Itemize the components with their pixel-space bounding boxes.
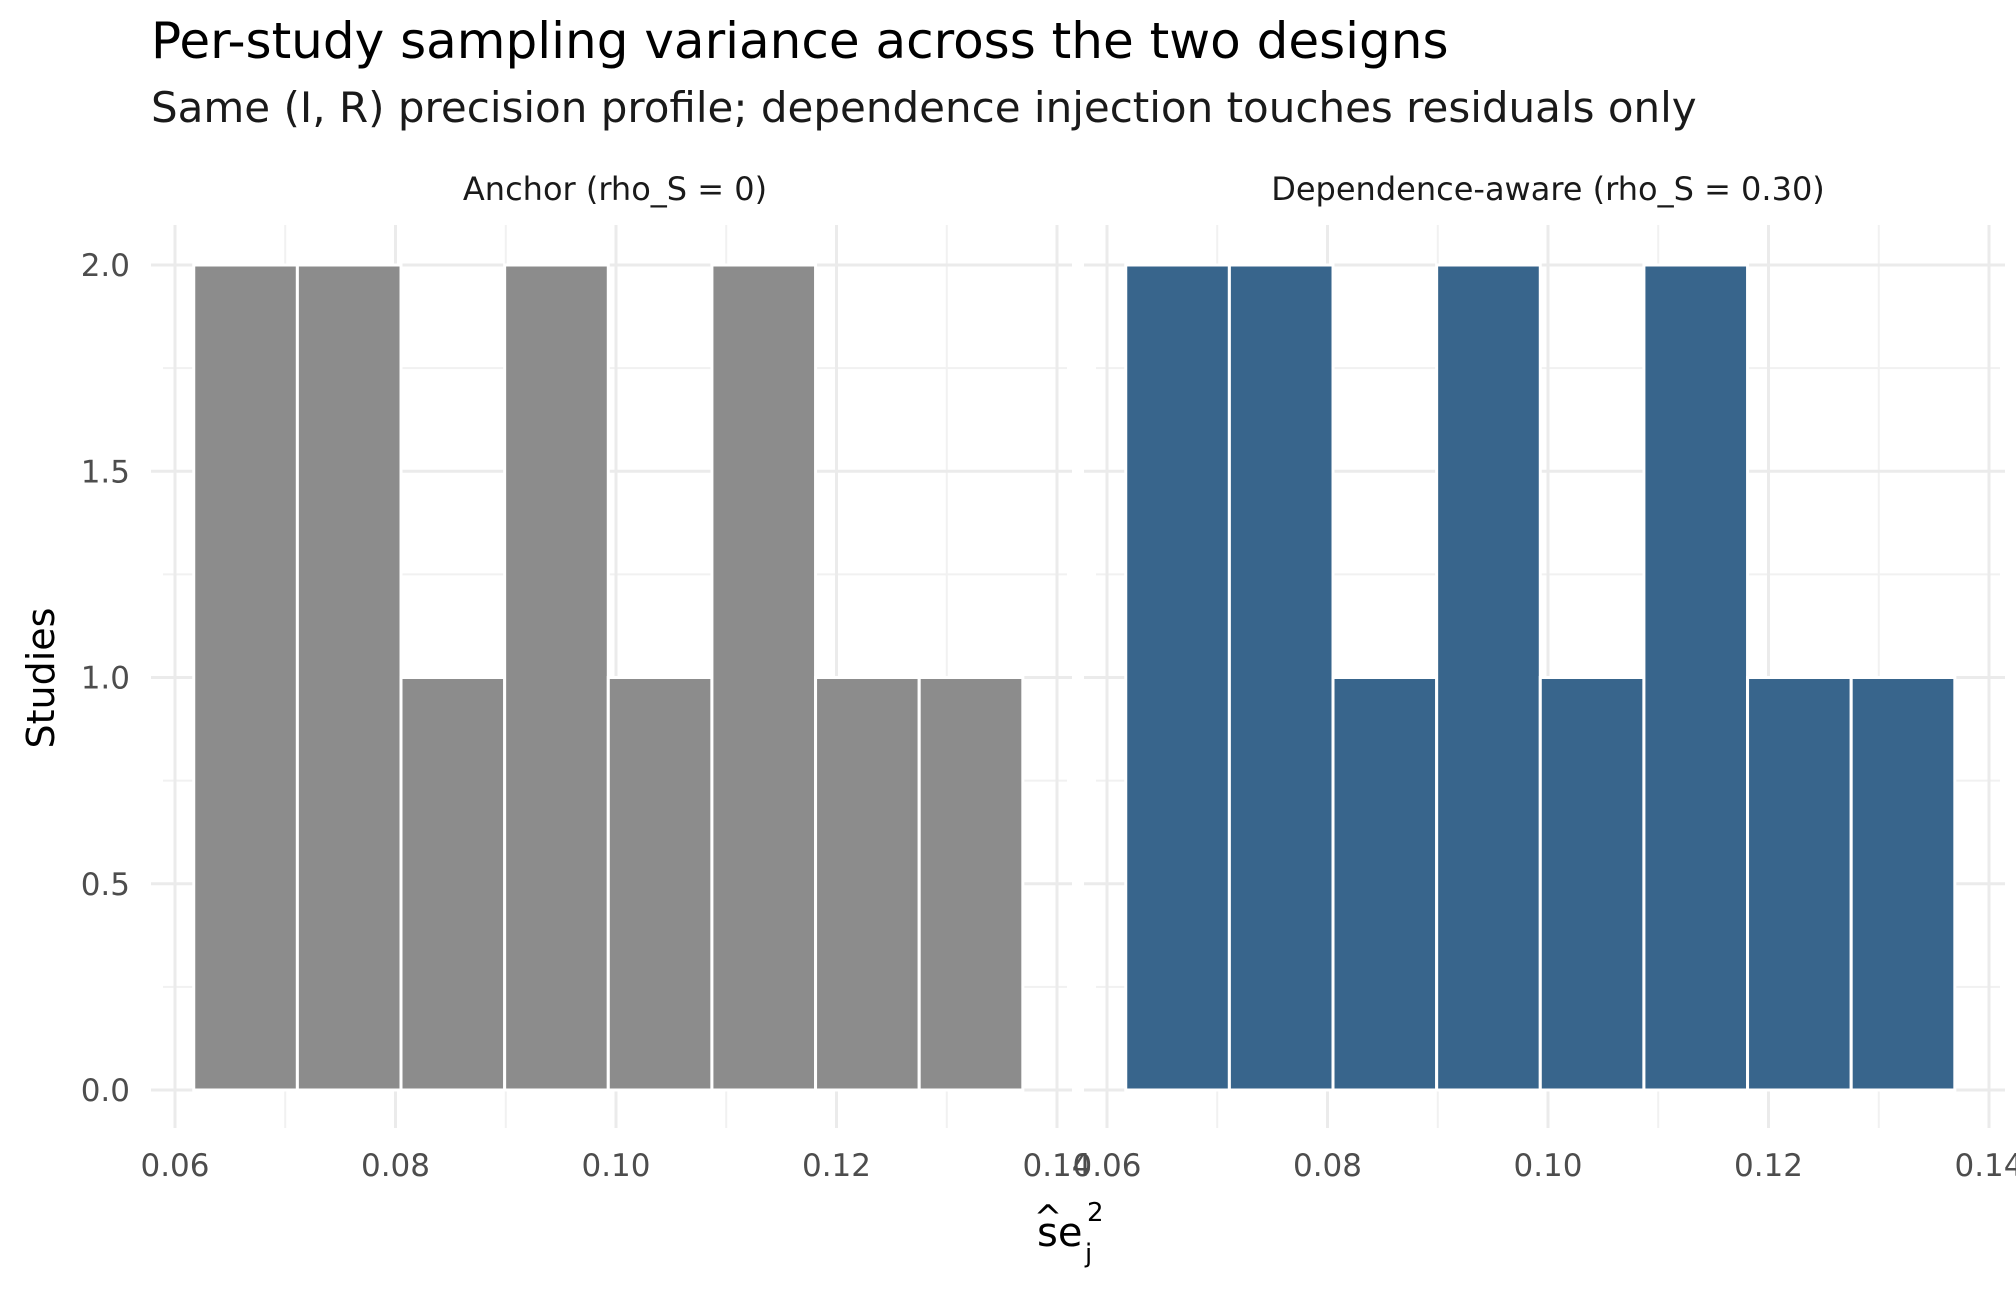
x-axis-label-base: se <box>1037 1210 1082 1256</box>
histogram-bar <box>1331 676 1439 1092</box>
histogram-bar <box>1746 676 1853 1092</box>
histogram-bar <box>503 263 610 1092</box>
panel-2: Dependence-aware (rho_S = 0.30) 0.06 0.08 0… <box>1072 170 2016 1184</box>
panels-layer: Anchor (rho_S = 0)0.06 0.08 0.10 0.12 0.140.… <box>81 170 2016 1184</box>
x-tick-label: 0.12 <box>1734 1148 1803 1184</box>
histogram-bar <box>1538 676 1646 1092</box>
chart-subtitle: Same (I, R) precision profile; dependenc… <box>151 83 1697 132</box>
x-tick-label: 0.14 <box>1954 1148 2016 1184</box>
x-axis-label-subscript: j <box>1084 1239 1092 1269</box>
histogram-bar <box>917 676 1025 1092</box>
y-tick-label: 1.0 <box>81 661 130 697</box>
x-tick-label: 0.10 <box>1513 1148 1582 1184</box>
histogram-bar <box>606 676 714 1092</box>
y-axis-label: Studies <box>19 608 63 749</box>
panel-1: Anchor (rho_S = 0) 0.06 0.08 0.10 0.12 0.14 0.… <box>81 170 1092 1184</box>
histogram-bar <box>1435 263 1542 1092</box>
x-tick-label: 0.08 <box>1293 1148 1362 1184</box>
histogram-bar <box>1849 676 1957 1092</box>
x-tick-label: 0.06 <box>140 1148 209 1184</box>
histogram-bar <box>1227 263 1335 1092</box>
histogram-bar <box>1124 263 1231 1092</box>
x-axis-label-hat: ^ <box>1034 1198 1063 1238</box>
x-tick-label: 0.12 <box>802 1148 871 1184</box>
x-tick-label: 0.06 <box>1072 1148 1141 1184</box>
y-tick-label: 0.5 <box>81 867 130 903</box>
histogram-bar <box>814 676 921 1092</box>
histogram-bar <box>192 263 299 1092</box>
histogram-bar <box>1642 263 1750 1092</box>
y-tick-label: 1.5 <box>81 454 130 490</box>
histogram-bar <box>399 676 507 1092</box>
histogram-bar <box>710 263 818 1092</box>
y-tick-label: 0.0 <box>81 1073 130 1109</box>
panel-strip-label: Dependence-aware (rho_S = 0.30) <box>1271 170 1825 208</box>
x-axis-label-superscript: 2 <box>1087 1198 1104 1228</box>
y-tick-label: 2.0 <box>81 248 130 284</box>
x-tick-label: 0.10 <box>581 1148 650 1184</box>
panel-strip-label: Anchor (rho_S = 0) <box>463 170 767 208</box>
chart-title: Per-study sampling variance across the t… <box>151 12 1449 70</box>
histogram-bar <box>295 263 403 1092</box>
x-tick-label: 0.14 <box>1022 1148 1091 1184</box>
x-axis-label: se ^ j 2 <box>1034 1198 1104 1269</box>
x-tick-label: 0.08 <box>361 1148 430 1184</box>
